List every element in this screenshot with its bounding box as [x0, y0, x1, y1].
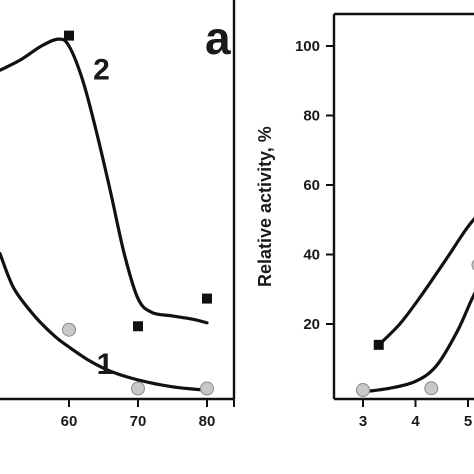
panel-a-curve-label-1: 1: [97, 348, 114, 381]
panel-b-x-tick-label: 3: [359, 413, 367, 430]
panel-b-x-tick-label: 4: [411, 413, 420, 430]
panel-b-series-0-line: [377, 216, 474, 347]
panel-a-series-2-line: [0, 37, 209, 325]
panel-b-x-tick-label: 5: [464, 413, 472, 430]
panel-b-series-1-point: [424, 381, 439, 396]
panel-b-series-1-point: [356, 383, 370, 398]
panel-a-series-2-point: [64, 30, 74, 41]
panel-a-label: a: [205, 12, 231, 64]
panel-a-x-tick-label: 80: [199, 413, 216, 430]
panel-b-y-tick-label: 100: [295, 38, 320, 55]
panel-b-y-tick-label: 40: [303, 247, 320, 264]
panel-a-ticks: 60 70 80: [61, 399, 235, 430]
panel-b-ticks: 3 4 5 20 40 60 80 100: [295, 38, 472, 430]
panel-a-series-1-point: [200, 381, 214, 396]
panel-a-x-tick-label: 70: [130, 413, 147, 430]
panel-a-series-2-point: [202, 293, 212, 304]
panel-b-series-0-point: [373, 339, 384, 350]
panel-a-series-1-point: [62, 322, 76, 337]
panel-b-y-axis-label: Relative activity, %: [255, 126, 275, 287]
panel-b-y-tick-label: 60: [303, 177, 320, 194]
panel-b-series: [356, 216, 474, 398]
panel-a: 60 70 80 12 a: [0, 0, 236, 430]
panel-a-series-1-point: [131, 381, 145, 396]
panel-b-series-1-line: [361, 291, 474, 394]
panel-a-series-1-line: [0, 252, 209, 392]
panel-b-y-tick-label: 80: [303, 108, 320, 125]
panel-a-series-2-point: [133, 321, 143, 332]
panel-a-x-tick-label: 60: [61, 413, 78, 430]
panel-a-series: 12: [0, 30, 214, 396]
panel-b-y-tick-label: 20: [303, 316, 320, 333]
panel-a-curve-label-2: 2: [93, 54, 110, 87]
panel-b: 3 4 5 20 40 60 80 100 Relative activity, %: [255, 12, 474, 430]
